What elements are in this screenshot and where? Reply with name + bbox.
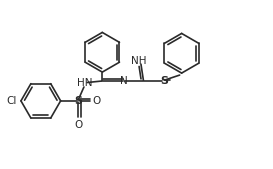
- Text: N: N: [120, 76, 128, 86]
- Text: HN: HN: [77, 78, 92, 88]
- Text: S: S: [75, 96, 82, 106]
- Text: S: S: [160, 76, 168, 86]
- Text: O: O: [92, 96, 101, 106]
- Text: Cl: Cl: [7, 96, 17, 106]
- Text: O: O: [74, 120, 83, 130]
- Text: NH: NH: [131, 56, 147, 66]
